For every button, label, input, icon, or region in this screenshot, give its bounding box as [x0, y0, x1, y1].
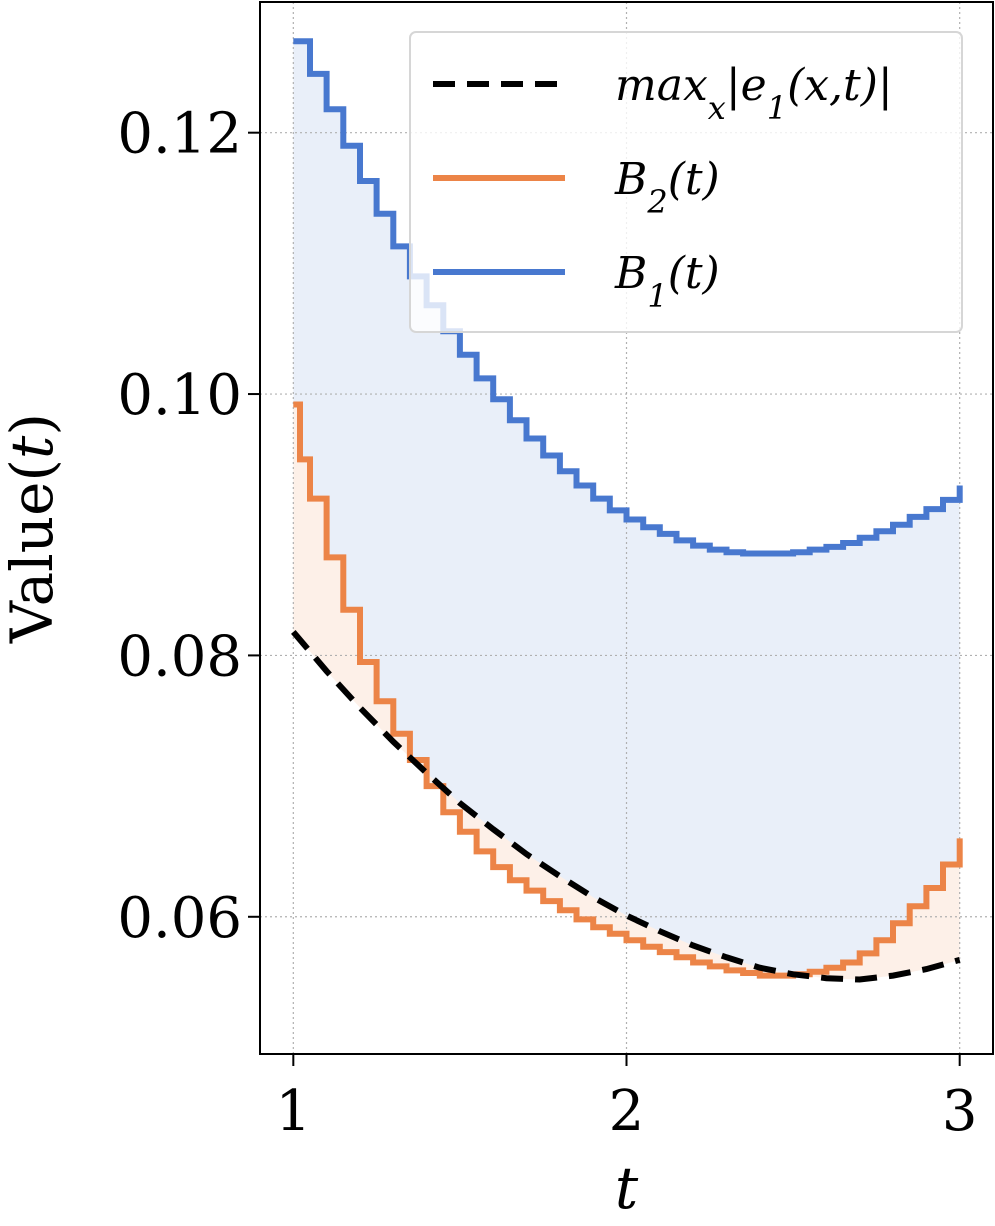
y-axis-label: Value(t) — [0, 413, 66, 644]
fill-between-B1-B2 — [293, 41, 960, 976]
ticks: 1 2 3 0.06 0.08 0.10 0.12 — [117, 102, 977, 1144]
legend-entry-max-e1-label: maxx|e1(x,t)| — [615, 60, 893, 127]
legend-box — [409, 31, 963, 333]
x-tick-label-2: 3 — [942, 1079, 978, 1144]
y-tick-label-0: 0.06 — [117, 886, 242, 951]
legend-entry-B2-label: B2(t) — [614, 154, 720, 221]
y-tick-label-1: 0.08 — [117, 624, 242, 689]
legend-entry-B1-label: B1(t) — [614, 248, 720, 315]
y-tick-label-3: 0.12 — [117, 102, 242, 167]
fill-areas — [293, 41, 960, 980]
x-tick-label-1: 2 — [609, 1079, 645, 1144]
y-tick-label-2: 0.10 — [117, 363, 242, 428]
legend: maxx|e1(x,t)| B2(t) B1(t) — [409, 31, 963, 333]
series-line-B2 — [293, 401, 963, 979]
x-tick-label-0: 1 — [275, 1079, 311, 1144]
x-axis-label: t — [615, 1154, 639, 1222]
